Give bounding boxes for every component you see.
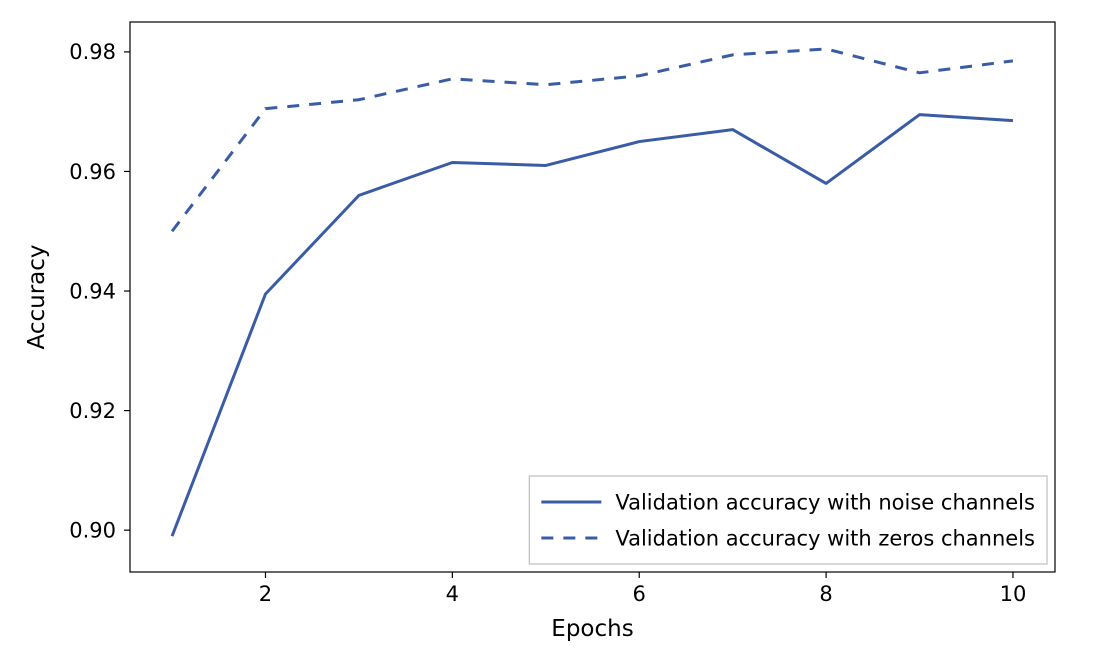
y-axis-label: Accuracy — [24, 244, 50, 349]
xtick-label: 10 — [1000, 582, 1027, 606]
ytick-label: 0.96 — [69, 160, 116, 184]
x-axis-label: Epochs — [551, 616, 633, 642]
ytick-label: 0.92 — [69, 399, 116, 423]
legend-label-zeros: Validation accuracy with zeros channels — [615, 526, 1035, 550]
chart-svg: 2 4 6 8 10 0.90 0.92 0.94 0.96 0.98 Epochs Accuracy… — [0, 0, 1096, 652]
ytick-label: 0.94 — [69, 279, 116, 303]
ytick-label: 0.90 — [69, 519, 116, 543]
legend-box — [529, 476, 1047, 564]
legend-label-noise: Validation accuracy with noise channels — [615, 490, 1035, 514]
ytick-label: 0.98 — [69, 40, 116, 64]
xtick-label: 6 — [633, 582, 646, 606]
xtick-label: 4 — [446, 582, 459, 606]
xtick-label: 2 — [259, 582, 272, 606]
accuracy-line-chart: 2 4 6 8 10 0.90 0.92 0.94 0.96 0.98 Epochs Accuracy… — [0, 0, 1096, 652]
xtick-label: 8 — [819, 582, 832, 606]
